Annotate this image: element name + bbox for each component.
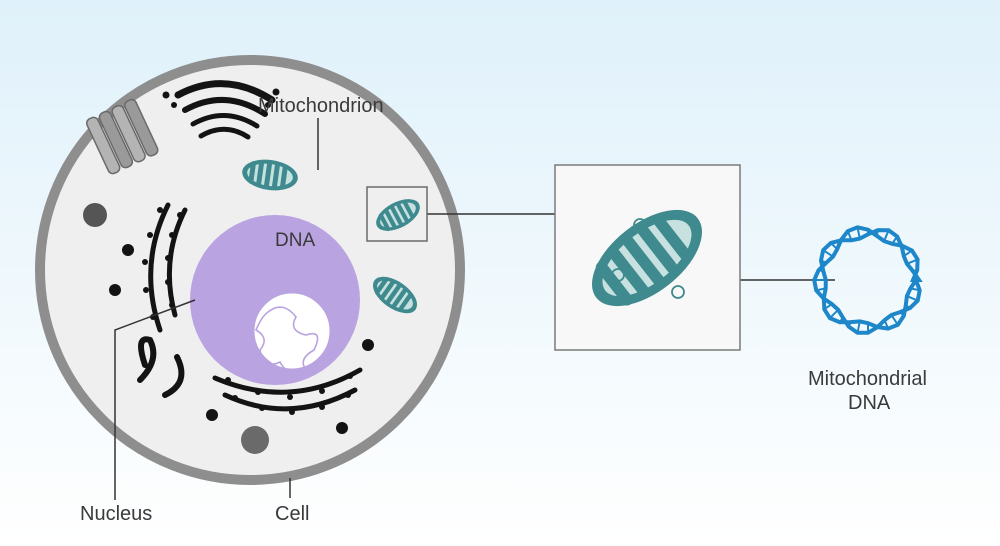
nuclear-dna: [254, 293, 330, 369]
diagram-canvas: Mitochondrion DNA Nucleus Cell Mitochond…: [0, 0, 1000, 546]
diagram-svg: [0, 0, 1000, 546]
label-mtdna-2: DNA: [848, 392, 890, 415]
label-nucleus: Nucleus: [80, 503, 152, 526]
label-dna: DNA: [275, 230, 315, 252]
label-mitochondrion: Mitochondrion: [258, 95, 384, 118]
label-mtdna-1: Mitochondrial: [808, 368, 927, 391]
label-cell: Cell: [275, 503, 309, 526]
cell: [40, 60, 460, 480]
